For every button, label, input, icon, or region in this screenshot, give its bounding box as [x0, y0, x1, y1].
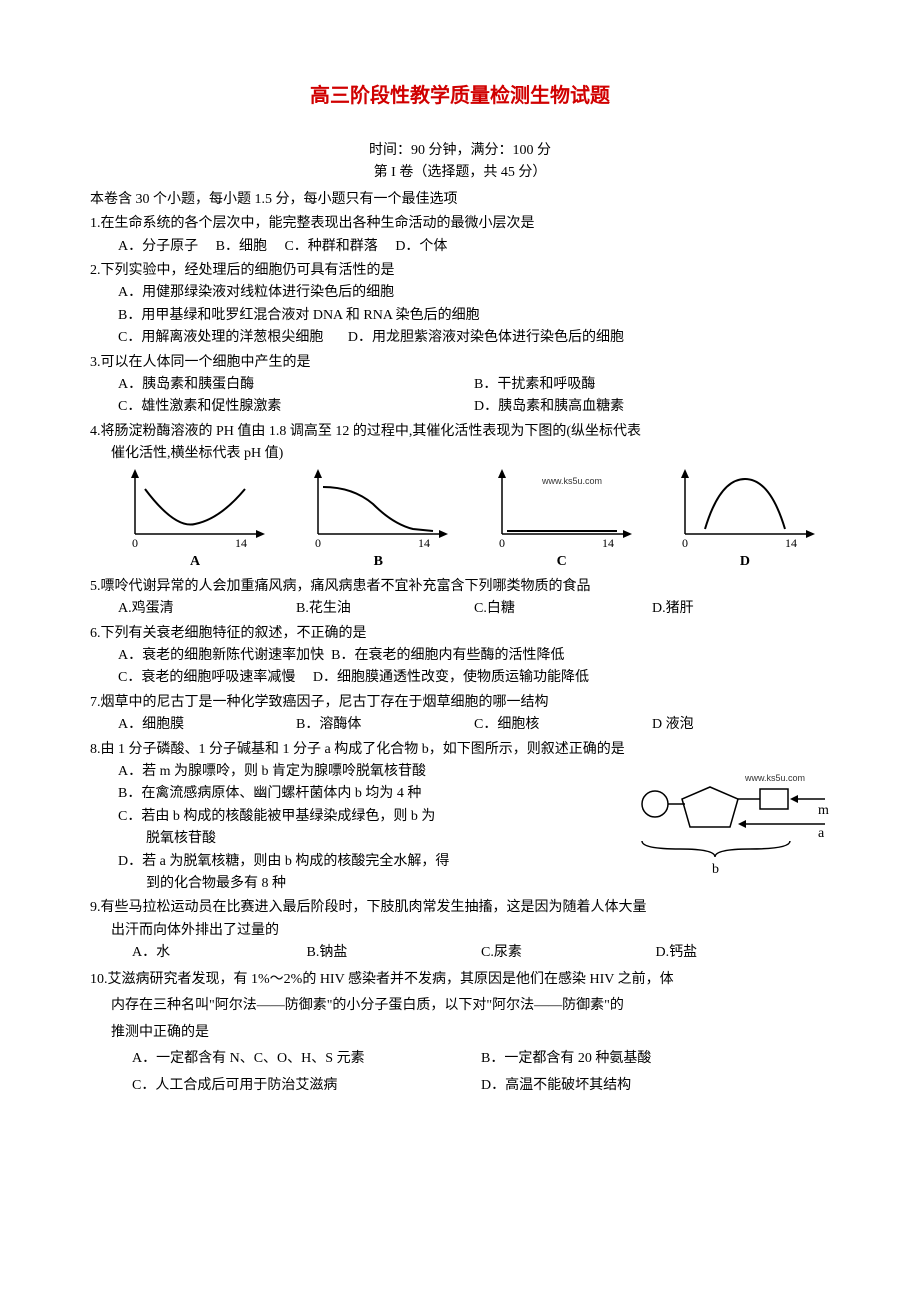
section-header: 第 I 卷（选择题，共 45 分）: [90, 162, 830, 184]
q1-opt-a: A．分子原子: [118, 239, 198, 254]
q8-opt-d2: 到的化合物最多有 8 种: [118, 873, 630, 895]
q9-options: A．水 B.钠盐 C.尿素 D.钙盐: [90, 942, 830, 964]
q9-stem: 9.有些马拉松运动员在比赛进入最后阶段时，下肢肌肉常发生抽搐，这是因为随着人体大…: [90, 897, 830, 919]
chart-d: 0 14 D: [670, 469, 820, 573]
chart-a: 0 14 A: [120, 469, 270, 573]
q1-opt-c: C．种群和群落: [284, 239, 377, 254]
watermark-q8: www.ks5u.com: [744, 773, 805, 783]
q8-opt-c: C．若由 b 构成的核酸能被甲基绿染成绿色，则 b 为: [118, 806, 630, 828]
svg-text:14: 14: [785, 536, 797, 549]
q10-opt-a: A．一定都含有 N、C、O、H、S 元素: [132, 1046, 481, 1073]
svg-text:0: 0: [682, 536, 688, 549]
svg-text:14: 14: [602, 536, 614, 549]
svg-text:14: 14: [418, 536, 430, 549]
watermark: www.ks5u.com: [541, 476, 602, 486]
q6-opt-a: A．衰老的细胞新陈代谢速率加快: [118, 648, 324, 663]
q10-stem: 10.艾滋病研究者发现，有 1%～2%的 HIV 感染者并不发病，其原因是他们在…: [90, 967, 830, 994]
q7-opt-c: C．细胞核: [474, 714, 652, 736]
chart-b-label: B: [303, 551, 453, 573]
q8-opt-d: D．若 a 为脱氧核糖，则由 b 构成的核酸完全水解，得: [118, 851, 630, 873]
q1-opt-b: B．细胞: [216, 239, 267, 254]
label-b: b: [712, 862, 719, 877]
q2-options: A．用健那绿染液对线粒体进行染色后的细胞 B．用甲基绿和吡罗红混合液对 DNA …: [90, 282, 830, 349]
question-10: 10.艾滋病研究者发现，有 1%～2%的 HIV 感染者并不发病，其原因是他们在…: [90, 967, 830, 1100]
q8-opt-a: A．若 m 为腺嘌呤，则 b 肯定为腺嘌呤脱氧核苷酸: [118, 761, 630, 783]
question-4: 4.将肠淀粉酶溶液的 PH 值由 1.8 调高至 12 的过程中,其催化活性表现…: [90, 421, 830, 574]
question-7: 7.烟草中的尼古丁是一种化学致癌因子，尼古丁存在于烟草细胞的哪一结构 A．细胞膜…: [90, 692, 830, 737]
q5-options: A.鸡蛋清 B.花生油 C.白糖 D.猪肝: [90, 598, 830, 620]
question-8: 8.由 1 分子磷酸、1 分子碱基和 1 分子 a 构成了化合物 b，如下图所示…: [90, 739, 830, 896]
instructions: 本卷含 30 个小题，每小题 1.5 分，每小题只有一个最佳选项: [90, 189, 830, 211]
q7-opt-d: D 液泡: [652, 714, 830, 736]
q5-opt-b: B.花生油: [296, 598, 474, 620]
q7-opt-a: A．细胞膜: [118, 714, 296, 736]
q3-options: A．胰岛素和胰蛋白酶 B．干扰素和呼吸酶 C．雄性激素和促性腺激素 D．胰岛素和…: [90, 374, 830, 419]
chart-c: www.ks5u.com 0 14 C: [487, 469, 637, 573]
q7-opt-b: B．溶酶体: [296, 714, 474, 736]
q8-stem: 8.由 1 分子磷酸、1 分子碱基和 1 分子 a 构成了化合物 b，如下图所示…: [90, 739, 830, 761]
q8-diagram: m a b www.ks5u.com: [630, 761, 830, 895]
q5-stem: 5.嘌呤代谢异常的人会加重痛风病，痛风病患者不宜补充富含下列哪类物质的食品: [90, 576, 830, 598]
q10-opt-b: B．一定都含有 20 种氨基酸: [481, 1046, 830, 1073]
label-m: m: [818, 803, 829, 818]
q10-cont1: 内存在三种名叫"阿尔法——防御素"的小分子蛋白质，以下对"阿尔法——防御素"的: [90, 993, 830, 1020]
q9-opt-b: B.钠盐: [307, 942, 482, 964]
q2-stem: 2.下列实验中，经处理后的细胞仍可具有活性的是: [90, 260, 830, 282]
label-a: a: [818, 826, 825, 841]
q5-opt-a: A.鸡蛋清: [118, 598, 296, 620]
chart-d-label: D: [670, 551, 820, 573]
q7-stem: 7.烟草中的尼古丁是一种化学致癌因子，尼古丁存在于烟草细胞的哪一结构: [90, 692, 830, 714]
q7-options: A．细胞膜 B．溶酶体 C．细胞核 D 液泡: [90, 714, 830, 736]
q10-options: A．一定都含有 N、C、O、H、S 元素 B．一定都含有 20 种氨基酸 C．人…: [90, 1046, 830, 1099]
q3-stem: 3.可以在人体同一个细胞中产生的是: [90, 352, 830, 374]
q6-opt-c: C．衰老的细胞呼吸速率减慢: [118, 670, 295, 685]
q9-opt-a: A．水: [132, 942, 307, 964]
chart-c-label: C: [487, 551, 637, 573]
q6-stem: 6.下列有关衰老细胞特征的叙述，不正确的是: [90, 623, 830, 645]
q5-opt-c: C.白糖: [474, 598, 652, 620]
svg-text:0: 0: [315, 536, 321, 549]
question-6: 6.下列有关衰老细胞特征的叙述，不正确的是 A．衰老的细胞新陈代谢速率加快 B．…: [90, 623, 830, 690]
exam-info: 时间：90 分钟，满分：100 分: [90, 140, 830, 162]
q1-stem: 1.在生命系统的各个层次中，能完整表现出各种生命活动的最微小层次是: [90, 213, 830, 235]
q10-opt-d: D．高温不能破坏其结构: [481, 1073, 830, 1100]
axis-14: 14: [235, 536, 247, 549]
q8-opt-c2: 脱氧核苷酸: [118, 828, 630, 850]
q6-opt-d: D．细胞膜通透性改变，使物质运输功能降低: [313, 670, 589, 685]
q3-opt-a: A．胰岛素和胰蛋白酶: [118, 374, 474, 396]
q9-opt-c: C.尿素: [481, 942, 656, 964]
svg-text:0: 0: [499, 536, 505, 549]
question-2: 2.下列实验中，经处理后的细胞仍可具有活性的是 A．用健那绿染液对线粒体进行染色…: [90, 260, 830, 350]
q6-options: A．衰老的细胞新陈代谢速率加快 B．在衰老的细胞内有些酶的活性降低 C．衰老的细…: [90, 645, 830, 690]
q8-options: A．若 m 为腺嘌呤，则 b 肯定为腺嘌呤脱氧核苷酸 B．在禽流感病原体、幽门螺…: [90, 761, 630, 895]
question-1: 1.在生命系统的各个层次中，能完整表现出各种生命活动的最微小层次是 A．分子原子…: [90, 213, 830, 258]
question-5: 5.嘌呤代谢异常的人会加重痛风病，痛风病患者不宜补充富含下列哪类物质的食品 A.…: [90, 576, 830, 621]
q4-stem: 4.将肠淀粉酶溶液的 PH 值由 1.8 调高至 12 的过程中,其催化活性表现…: [90, 421, 830, 443]
q6-opt-b: B．在衰老的细胞内有些酶的活性降低: [331, 648, 564, 663]
q4-cont: 催化活性,横坐标代表 pH 值): [90, 443, 830, 465]
q10-opt-c: C．人工合成后可用于防治艾滋病: [132, 1073, 481, 1100]
q2-opt-c: C．用解离液处理的洋葱根尖细胞: [118, 330, 323, 345]
q10-cont2: 推测中正确的是: [90, 1020, 830, 1047]
axis-0: 0: [132, 536, 138, 549]
q3-opt-c: C．雄性激素和促性腺激素: [118, 396, 474, 418]
q2-opt-a: A．用健那绿染液对线粒体进行染色后的细胞: [118, 282, 830, 304]
chart-a-label: A: [120, 551, 270, 573]
q5-opt-d: D.猪肝: [652, 598, 830, 620]
q9-opt-d: D.钙盐: [656, 942, 831, 964]
q1-opt-d: D．个体: [395, 239, 447, 254]
q9-cont: 出汗而向体外排出了过量的: [90, 920, 830, 942]
q8-opt-b: B．在禽流感病原体、幽门螺杆菌体内 b 均为 4 种: [118, 783, 630, 805]
question-3: 3.可以在人体同一个细胞中产生的是 A．胰岛素和胰蛋白酶 B．干扰素和呼吸酶 C…: [90, 352, 830, 419]
q2-opt-b: B．用甲基绿和吡罗红混合液对 DNA 和 RNA 染色后的细胞: [118, 305, 830, 327]
q2-opt-d: D．用龙胆紫溶液对染色体进行染色后的细胞: [348, 330, 624, 345]
question-9: 9.有些马拉松运动员在比赛进入最后阶段时，下肢肌肉常发生抽搐，这是因为随着人体大…: [90, 897, 830, 964]
q1-options: A．分子原子 B．细胞 C．种群和群落 D．个体: [90, 236, 830, 258]
exam-title: 高三阶段性教学质量检测生物试题: [90, 80, 830, 112]
q4-charts: 0 14 A 0 14 B: [90, 469, 830, 573]
q3-opt-d: D．胰岛素和胰高血糖素: [474, 396, 830, 418]
q3-opt-b: B．干扰素和呼吸酶: [474, 374, 830, 396]
chart-b: 0 14 B: [303, 469, 453, 573]
